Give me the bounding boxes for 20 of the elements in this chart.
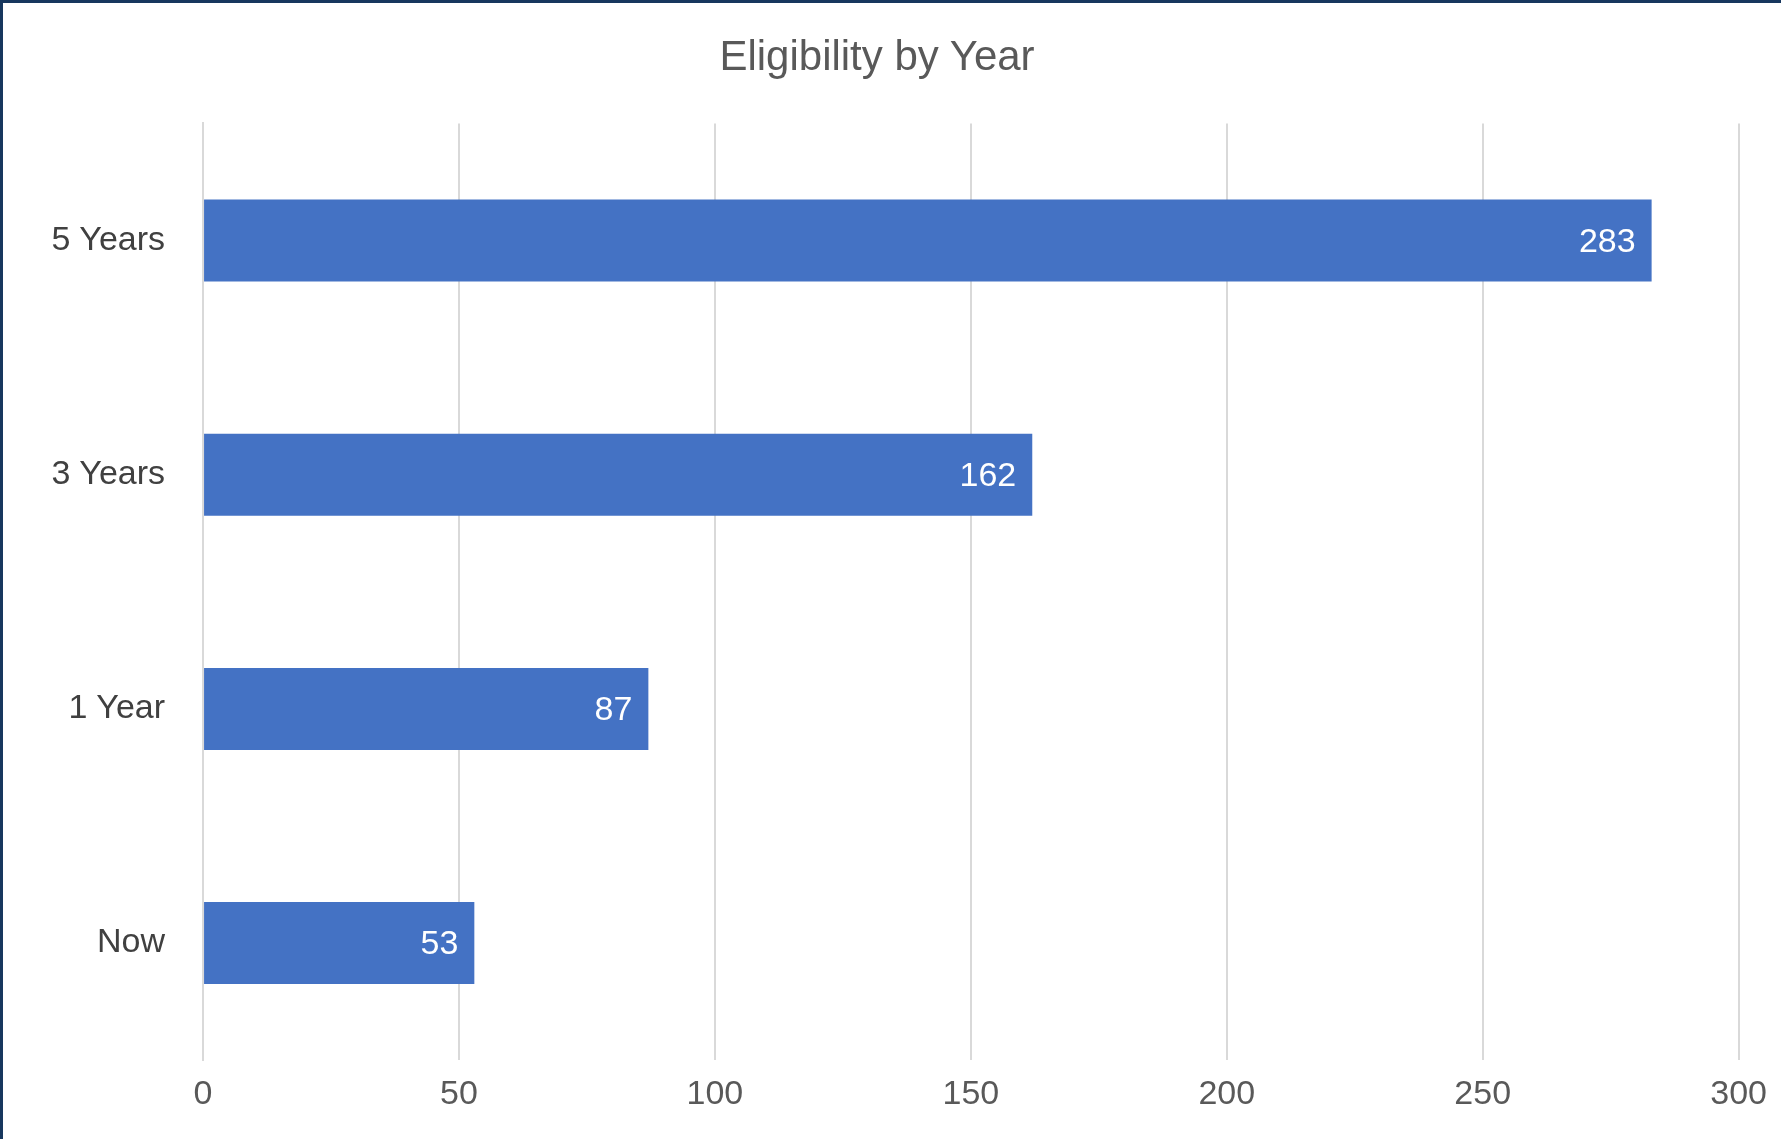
x-tick-label: 150 — [942, 1072, 1000, 1111]
y-tick-label: 5 Years — [51, 218, 166, 257]
data-label: 87 — [594, 689, 633, 728]
x-tick-label: 300 — [1710, 1072, 1767, 1111]
bar — [204, 902, 475, 985]
data-label: 53 — [420, 923, 459, 962]
x-tick-label: 200 — [1198, 1072, 1256, 1111]
y-tick-label: 3 Years — [51, 453, 166, 492]
x-tick-label: 250 — [1454, 1072, 1512, 1111]
bar — [204, 667, 649, 750]
bar — [204, 199, 1652, 282]
chart-title: Eligibility by Year — [719, 31, 1035, 79]
data-label: 162 — [959, 455, 1017, 494]
bar — [204, 433, 1033, 516]
y-tick-label: 1 Year — [68, 687, 166, 726]
y-tick-label: Now — [97, 921, 166, 960]
x-tick-label: 50 — [440, 1072, 478, 1111]
x-tick-label: 0 — [193, 1072, 213, 1111]
data-label: 283 — [1578, 220, 1636, 259]
x-tick-label: 100 — [686, 1072, 744, 1111]
